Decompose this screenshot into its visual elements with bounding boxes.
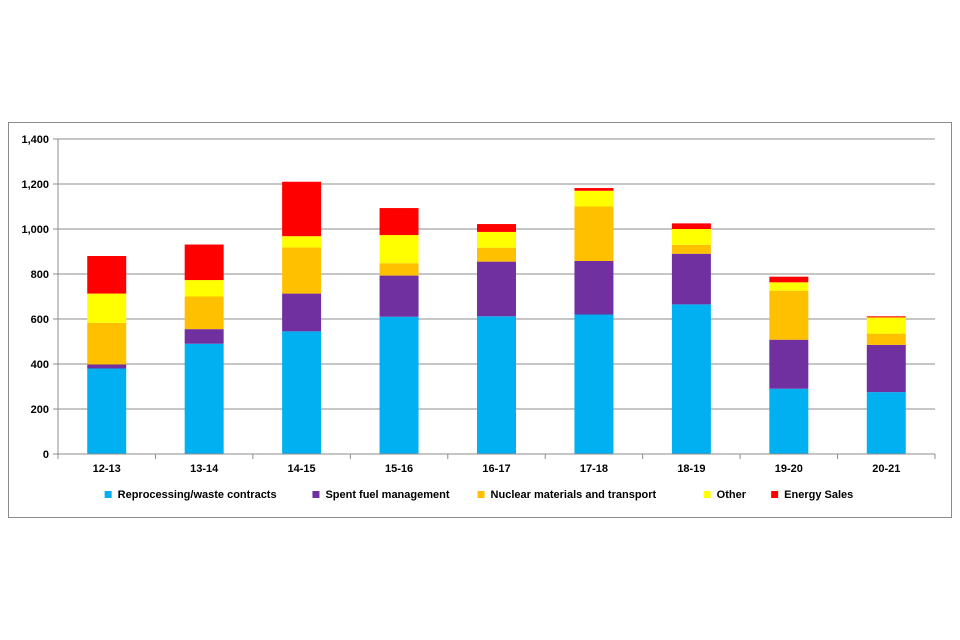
bar-segment-reprocessing-waste-contracts-14-15	[282, 331, 322, 454]
y-tick-label: 0	[43, 449, 49, 461]
x-tick-label: 14-15	[288, 463, 316, 475]
bar-segment-spent-fuel-management-13-14	[184, 329, 224, 344]
bar-segment-reprocessing-waste-contracts-19-20	[769, 388, 809, 454]
bar-segment-spent-fuel-management-16-17	[477, 261, 516, 317]
x-tick-label: 19-20	[775, 463, 803, 475]
bar-segment-nuclear-materials-and-transport-18-19	[671, 244, 711, 254]
x-tick-label: 12-13	[93, 463, 121, 475]
legend-label: Spent fuel management	[325, 489, 449, 501]
bar-segment-energy-sales-14-15	[282, 181, 322, 237]
bar-segment-nuclear-materials-and-transport-15-16	[379, 263, 419, 276]
bar-segment-nuclear-materials-and-transport-19-20	[769, 290, 809, 340]
legend-label: Reprocessing/waste contracts	[118, 489, 277, 501]
bar-layer	[87, 181, 906, 454]
x-tick-label: 17-18	[580, 463, 608, 475]
bar-segment-energy-sales-16-17	[477, 224, 516, 232]
bar-segment-other-17-18	[574, 190, 614, 207]
bar-segment-other-12-13	[87, 293, 127, 323]
axis-layer: 0 200 400 600 800 1,000 1,200 1,400 12-13 13-14 14…	[21, 134, 936, 475]
bar-segment-spent-fuel-management-12-13	[87, 364, 127, 369]
bar-segment-nuclear-materials-and-transport-16-17	[477, 247, 516, 262]
x-tick-label: 13-14	[190, 463, 219, 475]
y-tick-label: 1,000	[21, 224, 49, 236]
y-tick-label: 800	[31, 269, 49, 281]
bar-segment-reprocessing-waste-contracts-20-21	[866, 392, 906, 454]
bar-segment-nuclear-materials-and-transport-17-18	[574, 206, 614, 261]
bar-segment-reprocessing-waste-contracts-18-19	[671, 304, 711, 454]
x-tick-label: 16-17	[482, 463, 510, 475]
bar-segment-spent-fuel-management-15-16	[379, 275, 419, 317]
legend-swatch	[104, 491, 112, 498]
legend-swatch	[477, 491, 485, 498]
legend-label: Energy Sales	[784, 489, 853, 501]
bar-segment-other-18-19	[671, 229, 711, 245]
x-tick-label: 15-16	[385, 463, 413, 475]
bar-segment-nuclear-materials-and-transport-20-21	[866, 333, 906, 345]
legend: Reprocessing/waste contracts Spent fuel m…	[104, 489, 853, 501]
legend-label: Nuclear materials and transport	[491, 489, 657, 501]
legend-swatch	[703, 491, 711, 498]
y-tick-label: 600	[31, 314, 49, 326]
bar-segment-other-13-14	[184, 280, 224, 297]
bar-segment-energy-sales-20-21	[866, 316, 906, 318]
y-tick-label: 1,400	[21, 134, 49, 146]
bar-segment-other-14-15	[282, 236, 322, 248]
bar-segment-spent-fuel-management-19-20	[769, 339, 809, 389]
bar-segment-energy-sales-18-19	[671, 223, 711, 229]
bar-segment-energy-sales-15-16	[379, 208, 419, 236]
y-tick-label: 200	[31, 404, 49, 416]
bar-segment-other-20-21	[866, 317, 906, 334]
x-tick-label: 20-21	[872, 463, 900, 475]
bar-segment-nuclear-materials-and-transport-14-15	[282, 247, 322, 294]
bar-segment-energy-sales-17-18	[574, 188, 614, 191]
bar-segment-reprocessing-waste-contracts-16-17	[477, 316, 516, 454]
bar-segment-other-19-20	[769, 282, 809, 291]
x-tick-label: 18-19	[677, 463, 705, 475]
bar-segment-energy-sales-13-14	[184, 244, 224, 281]
bar-segment-energy-sales-19-20	[769, 276, 809, 283]
legend-label: Other	[717, 489, 747, 501]
bar-segment-spent-fuel-management-18-19	[671, 253, 711, 305]
bar-segment-nuclear-materials-and-transport-12-13	[87, 322, 127, 365]
bar-segment-other-15-16	[379, 235, 419, 264]
bar-segment-reprocessing-waste-contracts-17-18	[574, 314, 614, 454]
bar-segment-reprocessing-waste-contracts-15-16	[379, 316, 419, 454]
bar-segment-other-16-17	[477, 231, 516, 248]
bar-segment-spent-fuel-management-20-21	[866, 344, 906, 393]
bar-segment-spent-fuel-management-17-18	[574, 260, 614, 315]
bar-segment-nuclear-materials-and-transport-13-14	[184, 296, 224, 330]
stacked-bar-chart: 0 200 400 600 800 1,000 1,200 1,400 12-13 13-14 14…	[21, 134, 936, 501]
y-tick-label: 1,200	[21, 179, 49, 191]
bar-segment-spent-fuel-management-14-15	[282, 293, 322, 332]
legend-swatch	[771, 491, 779, 498]
bar-segment-energy-sales-12-13	[87, 256, 127, 294]
bar-segment-reprocessing-waste-contracts-13-14	[184, 343, 224, 454]
y-tick-label: 400	[31, 359, 49, 371]
chart-frame: 0 200 400 600 800 1,000 1,200 1,400 12-13 13-14 14…	[8, 122, 952, 518]
legend-swatch	[312, 491, 320, 498]
bar-segment-reprocessing-waste-contracts-12-13	[87, 368, 127, 454]
